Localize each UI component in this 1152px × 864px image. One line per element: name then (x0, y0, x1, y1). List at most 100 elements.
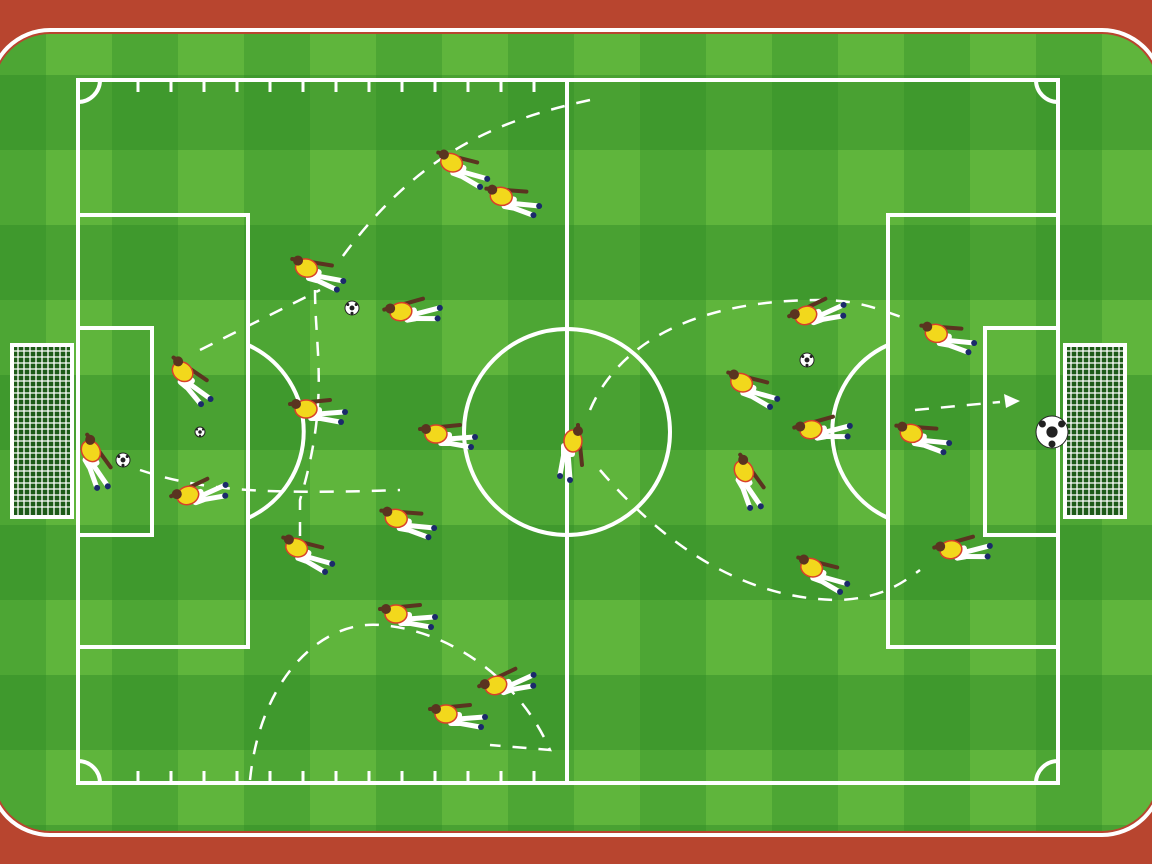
corner-arc (1034, 759, 1059, 784)
player-leg (186, 380, 213, 401)
player-boot (965, 349, 972, 356)
player-boot (468, 444, 474, 450)
player-boot (840, 301, 847, 308)
grass-stripe (508, 34, 574, 831)
grass-band (0, 75, 1152, 150)
player-boot (844, 433, 851, 440)
player-boot (431, 525, 438, 532)
soccer-ball-icon (115, 452, 131, 468)
player-boot (436, 304, 443, 311)
ball-patch (801, 354, 805, 359)
player-leg (961, 543, 992, 556)
ball-patch (1046, 426, 1058, 438)
player-boot (322, 568, 329, 575)
ball-patch (1058, 420, 1066, 428)
ball-patch (195, 428, 199, 431)
player (796, 554, 851, 595)
player (378, 603, 438, 630)
player-leg (944, 337, 976, 346)
player-leg (565, 450, 573, 482)
player-head (431, 704, 441, 714)
player (792, 414, 853, 441)
player-leg (314, 273, 345, 284)
player-boot (477, 183, 484, 190)
player-head (171, 489, 182, 500)
player-leg (506, 672, 536, 689)
player-boot (484, 175, 491, 182)
player (80, 432, 113, 491)
soccer-ball-icon (1035, 415, 1069, 449)
ball-patch (354, 302, 358, 307)
ball-patch (346, 302, 350, 307)
player-leg (405, 614, 437, 622)
player-boot (747, 504, 754, 511)
yard-ticks (136, 80, 536, 783)
soccer-ball-icon (194, 426, 206, 438)
player-head (173, 356, 184, 367)
center-circle (462, 327, 672, 537)
player (428, 703, 488, 730)
player (477, 666, 537, 696)
player (379, 506, 438, 541)
player-jersey (794, 305, 818, 326)
player-leg (816, 302, 846, 319)
pass-path (588, 298, 911, 411)
players (80, 149, 993, 730)
grass-stripe (244, 34, 310, 831)
player-boot (222, 492, 229, 499)
player-jersey (799, 419, 823, 440)
player-boot (530, 682, 537, 689)
player (557, 423, 584, 483)
ball-patch (350, 311, 354, 315)
player (484, 184, 543, 219)
player-boot (986, 542, 993, 549)
player (169, 476, 229, 506)
ball-patch (804, 357, 810, 363)
tactical-paths (139, 98, 1001, 781)
player (288, 398, 348, 425)
player-boot (432, 614, 438, 620)
left-goal-box (76, 326, 154, 537)
player-head (922, 321, 933, 332)
player-boot (846, 422, 853, 429)
grass-stripe (112, 34, 178, 831)
player-boot (567, 477, 573, 483)
player-boot (428, 624, 434, 630)
player (436, 149, 491, 190)
player-leg (455, 714, 487, 722)
player-boot (971, 340, 978, 347)
player-boot (940, 449, 947, 456)
player-boot (198, 401, 205, 408)
player-head (291, 399, 301, 409)
player-head (283, 534, 294, 545)
player (787, 296, 847, 326)
player-boot (222, 481, 229, 488)
player-jersey (484, 675, 508, 696)
grass-band (0, 675, 1152, 750)
balls (115, 300, 1069, 468)
player-head (935, 541, 946, 552)
goal-net-icon (1063, 343, 1127, 519)
player (733, 452, 766, 511)
player-head (728, 369, 739, 380)
player-boot (482, 714, 488, 720)
grass-stripe (640, 34, 706, 831)
pass-path (139, 468, 401, 494)
player-boot (425, 534, 432, 541)
player-head (795, 421, 806, 432)
player-jersey (80, 439, 102, 463)
soccer-ball-icon (344, 300, 360, 316)
player-boot (340, 277, 347, 284)
player-boot (342, 409, 348, 415)
player-leg (90, 461, 110, 488)
player-boot (767, 403, 774, 410)
player-boot (338, 419, 344, 425)
player-leg (509, 200, 541, 209)
player-leg (743, 481, 763, 508)
corner-arc (1034, 79, 1059, 104)
grass-band (0, 225, 1152, 300)
player (932, 534, 993, 561)
ball-patch (1038, 420, 1046, 428)
player (171, 355, 214, 408)
player (919, 321, 978, 356)
